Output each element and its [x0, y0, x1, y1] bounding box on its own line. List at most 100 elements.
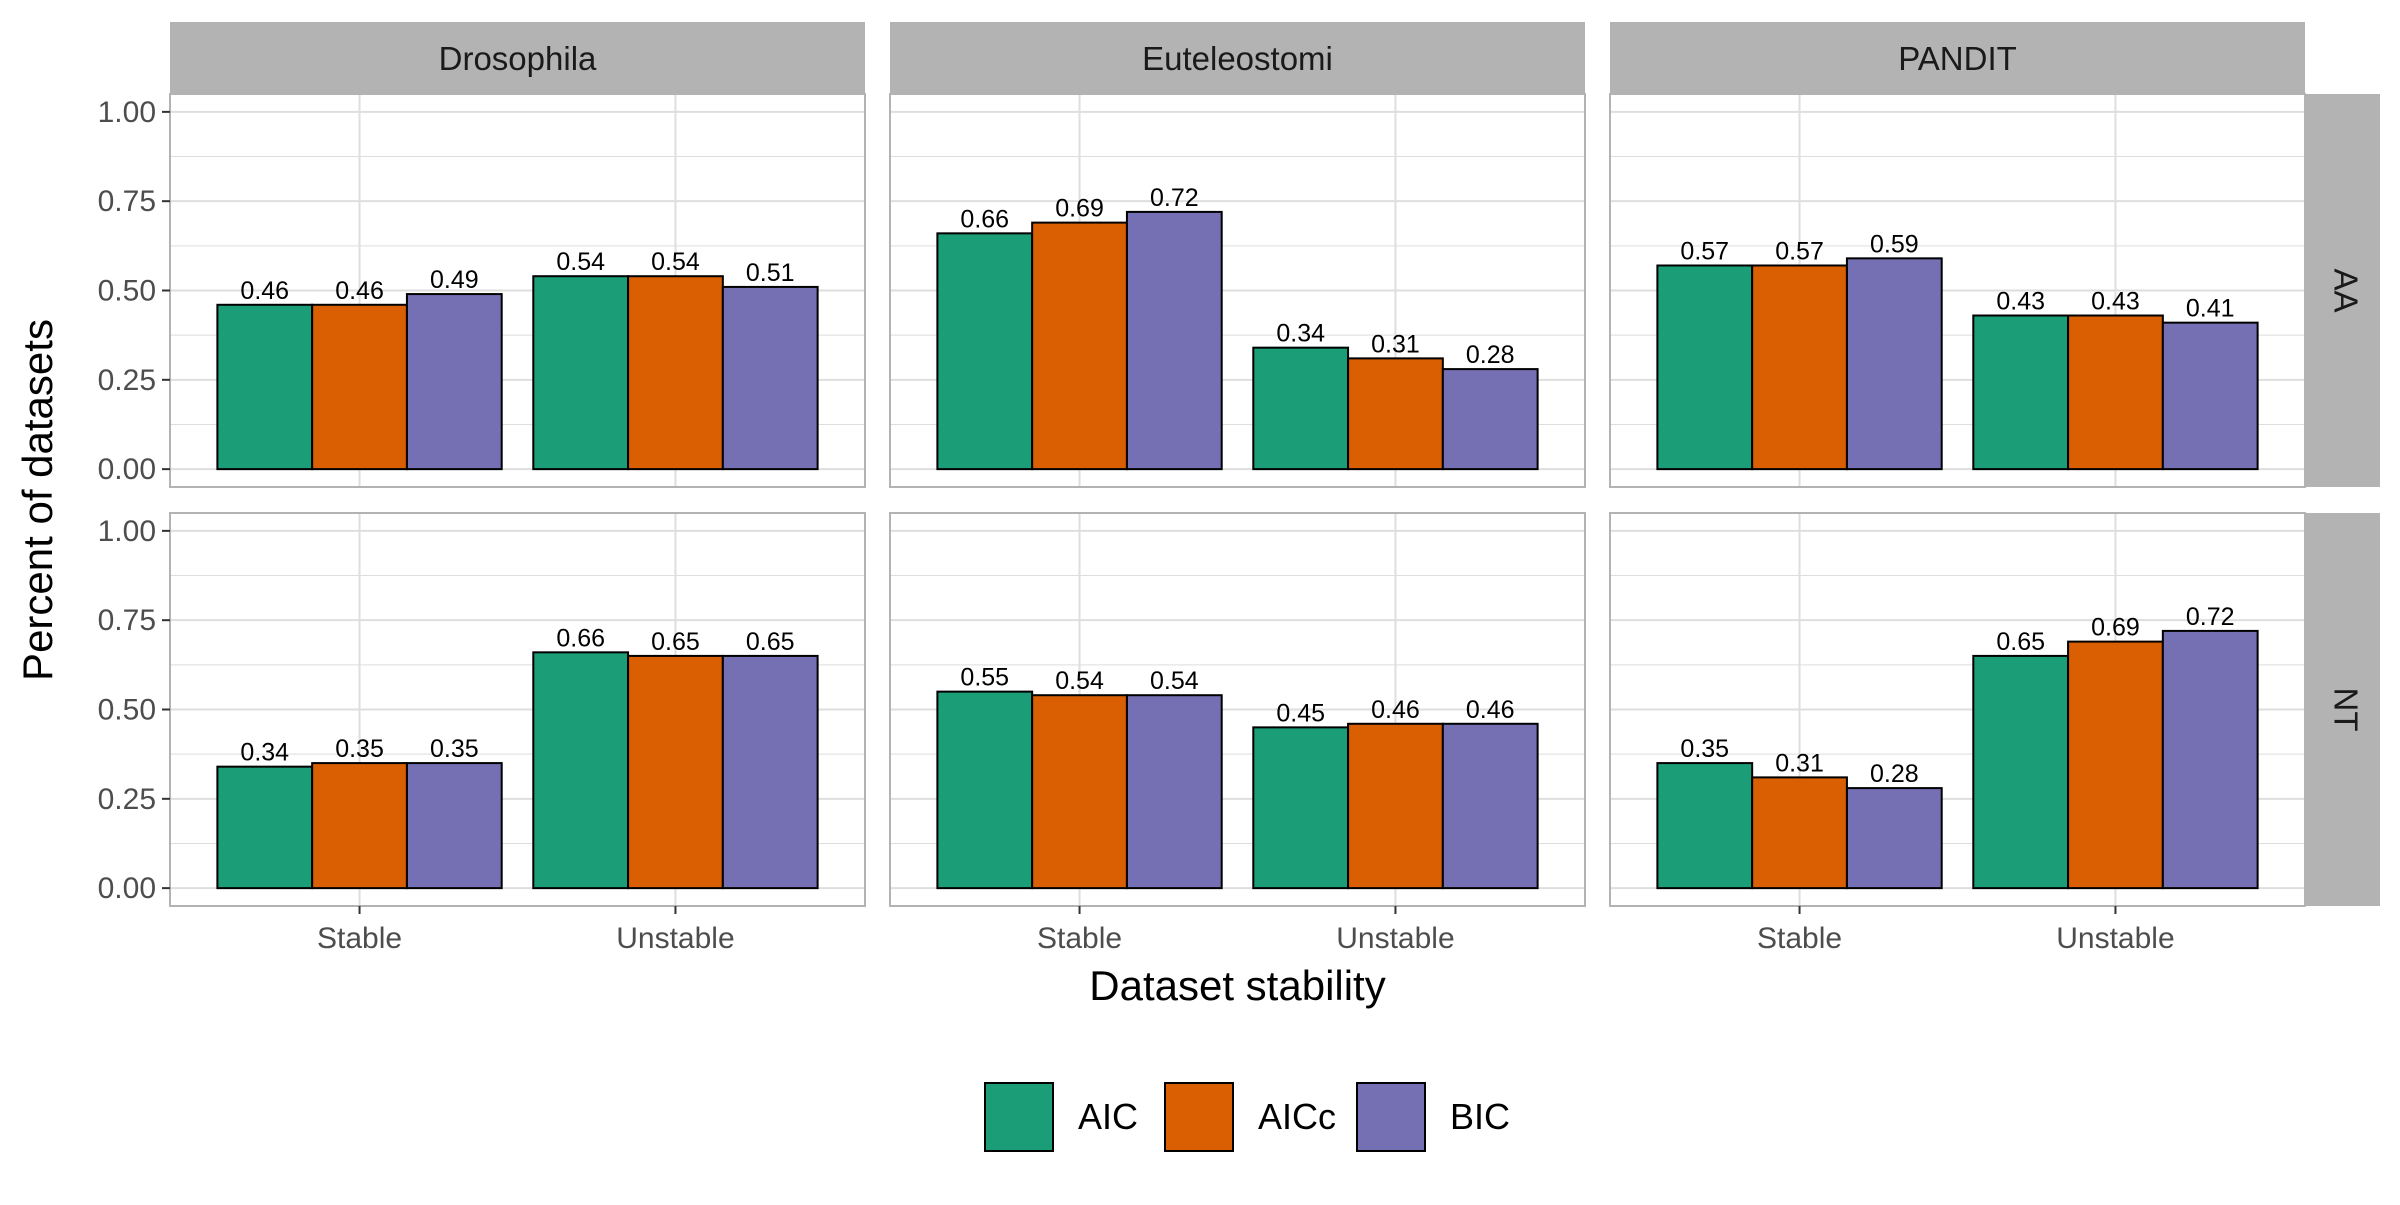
bar-drosophila-nt-stable-bic	[405, 762, 503, 890]
bar-value-label: 0.54	[1150, 667, 1199, 695]
x-tick-label: Unstable	[616, 922, 734, 955]
bar-euteleostomi-nt-stable-bic	[1125, 694, 1223, 890]
x-tick-label: Unstable	[1336, 922, 1454, 955]
bar-value-label: 0.55	[960, 664, 1009, 692]
facet-strip-pandit	[1610, 22, 2305, 94]
y-tick-label: 0.25	[98, 364, 156, 397]
bar-pandit-aa-unstable-aic	[1972, 314, 2070, 471]
bar-value-label: 0.49	[430, 266, 479, 294]
bar-value-label: 0.54	[556, 248, 605, 276]
bar-drosophila-aa-stable-aicc	[311, 303, 408, 471]
facet-strip-label: PANDIT	[1898, 40, 2017, 77]
bar-drosophila-aa-stable-bic	[405, 293, 503, 471]
bar-euteleostomi-aa-unstable-aic	[1252, 346, 1350, 471]
bar-euteleostomi-nt-unstable-bic	[1441, 722, 1539, 890]
bar-value-label: 0.45	[1276, 699, 1325, 727]
y-tick-label: 0.25	[98, 783, 156, 816]
facet-strip-label: Euteleostomi	[1142, 40, 1333, 77]
bar-value-label: 0.51	[746, 259, 795, 287]
bar-euteleostomi-nt-stable-aicc	[1031, 694, 1128, 890]
y-tick-label: 1.00	[98, 515, 156, 548]
x-axis-title: Dataset stability	[1089, 962, 1385, 1009]
y-tick-label: 0.75	[98, 604, 156, 637]
bar-value-label: 0.59	[1870, 230, 1919, 258]
bar-value-label: 0.72	[1150, 184, 1199, 212]
bar-pandit-aa-unstable-bic	[2161, 321, 2259, 471]
bar-pandit-nt-stable-aic	[1656, 762, 1754, 890]
panel-border-euteleostomi-nt	[889, 512, 1586, 907]
bar-pandit-nt-stable-aicc	[1751, 776, 1848, 890]
y-tick-label: 0.00	[98, 453, 156, 486]
bar-value-label: 0.66	[556, 624, 605, 652]
y-tick-label: 0.50	[98, 694, 156, 727]
facet-strip-label: Drosophila	[439, 40, 597, 77]
bar-value-label: 0.54	[651, 248, 700, 276]
y-axis-title: Percent of datasets	[14, 319, 61, 681]
bar-pandit-aa-unstable-aicc	[2067, 314, 2164, 471]
legend-label: AICc	[1258, 1096, 1336, 1137]
facet-strip-nt	[2306, 513, 2380, 906]
bar-pandit-nt-unstable-bic	[2161, 629, 2259, 890]
bar-value-label: 0.35	[335, 735, 384, 763]
bar-drosophila-aa-stable-aic	[216, 303, 314, 471]
bar-value-label: 0.35	[430, 735, 479, 763]
legend-label: AIC	[1078, 1096, 1138, 1137]
bar-drosophila-nt-stable-aic	[216, 765, 314, 890]
bar-pandit-nt-unstable-aicc	[2067, 640, 2164, 890]
facet-strip-label: NT	[2327, 688, 2364, 732]
bar-value-label: 0.57	[1775, 237, 1824, 265]
legend-key-bic	[1356, 1082, 1426, 1152]
y-tick-label: 0.75	[98, 185, 156, 218]
x-tick-label: Stable	[1037, 922, 1122, 955]
bar-euteleostomi-nt-stable-aic	[936, 690, 1034, 890]
bar-euteleostomi-aa-unstable-aicc	[1347, 357, 1444, 471]
bar-value-label: 0.65	[746, 628, 795, 656]
bar-value-label: 0.43	[2091, 288, 2140, 316]
bar-drosophila-aa-unstable-bic	[721, 285, 819, 471]
bar-drosophila-aa-unstable-aic	[532, 275, 630, 471]
y-tick-label: 0.50	[98, 275, 156, 308]
bar-pandit-nt-stable-bic	[1845, 787, 1943, 890]
bar-value-label: 0.34	[1276, 320, 1325, 348]
bar-value-label: 0.43	[1996, 288, 2045, 316]
bar-euteleostomi-aa-stable-aicc	[1031, 221, 1128, 471]
bar-value-label: 0.65	[651, 628, 700, 656]
bar-drosophila-nt-unstable-aicc	[627, 654, 724, 890]
y-tick-label: 0.00	[98, 872, 156, 905]
legend-key-aicc	[1164, 1082, 1234, 1152]
y-tick-label: 1.00	[98, 96, 156, 129]
bar-value-label: 0.34	[240, 739, 289, 767]
bar-value-label: 0.35	[1680, 735, 1729, 763]
bar-value-label: 0.46	[1371, 696, 1420, 724]
bar-pandit-aa-stable-aicc	[1751, 264, 1848, 471]
bar-value-label: 0.46	[240, 277, 289, 305]
bar-euteleostomi-nt-unstable-aicc	[1347, 722, 1444, 890]
legend-label: BIC	[1450, 1096, 1510, 1137]
facet-strip-drosophila	[170, 22, 865, 94]
bar-drosophila-nt-unstable-bic	[721, 654, 819, 890]
bar-euteleostomi-nt-unstable-aic	[1252, 726, 1350, 890]
bar-drosophila-aa-unstable-aicc	[627, 275, 724, 471]
bar-pandit-aa-stable-aic	[1656, 264, 1754, 471]
facet-strip-label: AA	[2327, 268, 2364, 312]
bar-value-label: 0.65	[1996, 628, 2045, 656]
bar-pandit-nt-unstable-aic	[1972, 654, 2070, 890]
bar-value-label: 0.31	[1775, 749, 1824, 777]
x-tick-label: Unstable	[2056, 922, 2174, 955]
bar-value-label: 0.31	[1371, 330, 1420, 358]
facet-strip-euteleostomi	[890, 22, 1585, 94]
bar-value-label: 0.46	[1466, 696, 1515, 724]
bar-value-label: 0.54	[1055, 667, 1104, 695]
bar-euteleostomi-aa-unstable-bic	[1441, 368, 1539, 471]
bar-value-label: 0.28	[1466, 341, 1515, 369]
bar-drosophila-nt-unstable-aic	[532, 651, 630, 890]
bar-value-label: 0.41	[2186, 295, 2235, 323]
bar-value-label: 0.72	[2186, 603, 2235, 631]
bar-value-label: 0.66	[960, 205, 1009, 233]
panel-border-pandit-nt	[1609, 512, 2306, 907]
facet-strip-aa	[2306, 94, 2380, 487]
bar-euteleostomi-aa-stable-bic	[1125, 210, 1223, 471]
bar-value-label: 0.57	[1680, 237, 1729, 265]
